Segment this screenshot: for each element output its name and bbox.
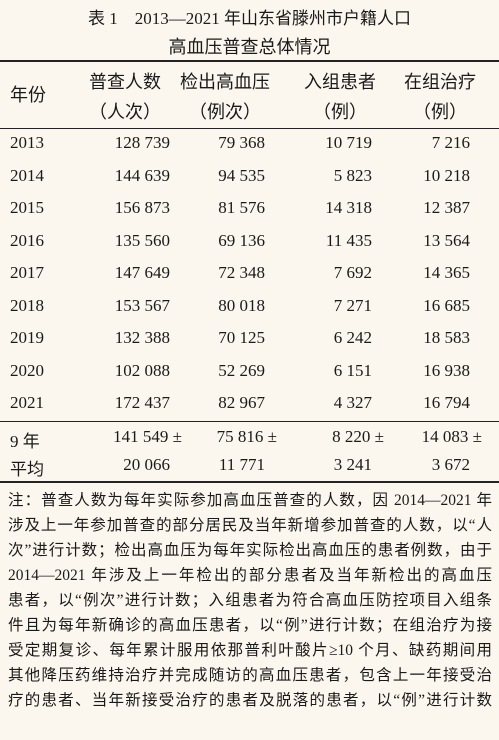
table-cell: 2018 — [10, 295, 44, 315]
rule — [0, 128, 499, 129]
note-line: 疗的患者、当年新接受治疗的患者及脱落的患者，以“例”进行计数 — [8, 692, 492, 709]
table-cell: 72 348 — [218, 263, 265, 282]
table-cell: 82 967 — [218, 393, 265, 412]
summary-cell: 141 549 ± — [113, 427, 182, 446]
summary-cell: 平均 — [10, 460, 44, 479]
note-line: 注：普查人数为每年实际参加高血压普查的人数，因 2014—2021 年 — [8, 492, 492, 509]
header-cell: （例） — [313, 102, 367, 122]
table-cell: 2017 — [10, 263, 44, 282]
table-cell: 12 387 — [423, 198, 470, 217]
summary-cell: 14 083 ± — [421, 427, 482, 446]
table-cell: 135 560 — [114, 230, 170, 250]
table-cell: 172 437 — [114, 393, 170, 412]
header-cell: 普查人数 — [89, 72, 161, 92]
table-cell: 156 873 — [114, 198, 170, 217]
header-cell: 检出高血压 — [180, 72, 270, 92]
note-line: 涉及上一年参加普查的部分居民及当年新增参加普查的人数，以“人 — [8, 517, 492, 534]
table-cell: 69 136 — [218, 230, 265, 250]
table-cell: 147 649 — [114, 263, 170, 282]
table-cell: 4 327 — [333, 393, 372, 412]
summary-cell: 3 672 — [431, 455, 470, 474]
note-line: 受定期复诊、每年累计服用依那普利叶酸片≥10 个月、缺药期间用 — [8, 642, 492, 659]
summary-cell: 11 771 — [218, 455, 265, 474]
rule — [0, 421, 499, 422]
table-cell: 13 564 — [423, 230, 470, 250]
table-cell: 16 794 — [423, 393, 470, 412]
table-cell: 10 218 — [423, 165, 470, 185]
table-cell: 7 216 — [431, 133, 470, 152]
summary-cell: 3 241 — [333, 455, 372, 474]
table-cell: 11 435 — [325, 230, 372, 250]
table-cell: 6 151 — [333, 360, 372, 380]
table-cell: 2015 — [10, 198, 44, 217]
summary-cell: 20 066 — [123, 455, 170, 474]
table-cell: 2013 — [10, 133, 44, 152]
title-line: 高血压普查总体情况 — [168, 37, 331, 57]
summary-cell: 75 816 ± — [216, 427, 277, 446]
table-cell: 2020 — [10, 360, 44, 380]
table-cell: 5 823 — [333, 165, 372, 185]
note-line: 患者，以“例次”进行计数；入组患者为符合高血压防控项目入组条 — [8, 592, 492, 609]
table-cell: 2016 — [10, 230, 44, 250]
header-cell: 在组治疗 — [404, 72, 476, 92]
table-cell: 7 692 — [333, 263, 372, 282]
table-cell: 81 576 — [218, 198, 265, 217]
header-cell: 入组患者 — [304, 72, 376, 92]
table-cell: 79 368 — [218, 133, 265, 152]
table-cell: 6 242 — [333, 328, 372, 347]
table-cell: 18 583 — [423, 328, 470, 347]
header-cell: （例） — [413, 102, 467, 122]
table-cell: 70 125 — [218, 328, 265, 347]
note-line: 2014—2021 年涉及上一年检出的部分患者及当年新检出的高血压 — [8, 567, 492, 584]
rule — [0, 481, 499, 483]
table-cell: 153 567 — [114, 295, 170, 315]
note-line: 件且为每年新确诊的高血压患者，以“例”进行计数；在组治疗为接 — [8, 617, 492, 634]
note-line: 其他降压药维持治疗并完成随访的高血压患者，包含上一年接受治 — [8, 667, 492, 684]
summary-cell: 8 220 ± — [332, 427, 384, 446]
table-cell: 132 388 — [114, 328, 170, 347]
table-cell: 52 269 — [218, 360, 265, 380]
table-cell: 80 018 — [218, 295, 265, 315]
header-cell: （人次） — [89, 102, 161, 122]
table-cell: 14 365 — [423, 263, 470, 282]
table-cell: 14 318 — [325, 198, 372, 217]
header-cell: （例次） — [189, 102, 261, 122]
rule — [0, 60, 499, 62]
table-cell: 2019 — [10, 328, 44, 347]
note-line: 次”进行计数；检出高血压为每年实际检出高血压的患者例数，由于 — [8, 542, 492, 559]
table-cell: 144 639 — [114, 165, 170, 185]
table-cell: 16 938 — [423, 360, 470, 380]
table-cell: 10 719 — [325, 133, 372, 152]
table-cell: 102 088 — [114, 360, 170, 380]
summary-cell: 9 年 — [10, 432, 40, 451]
table-cell: 2014 — [10, 165, 44, 185]
table-cell: 2021 — [10, 393, 44, 412]
table-cell: 128 739 — [114, 133, 170, 152]
header-cell: 年份 — [10, 85, 46, 105]
table-cell: 94 535 — [218, 165, 265, 185]
title-line: 表 1 2013—2021 年山东省滕州市户籍人口 — [88, 9, 411, 28]
table-cell: 7 271 — [333, 295, 372, 315]
table-cell: 16 685 — [423, 295, 470, 315]
